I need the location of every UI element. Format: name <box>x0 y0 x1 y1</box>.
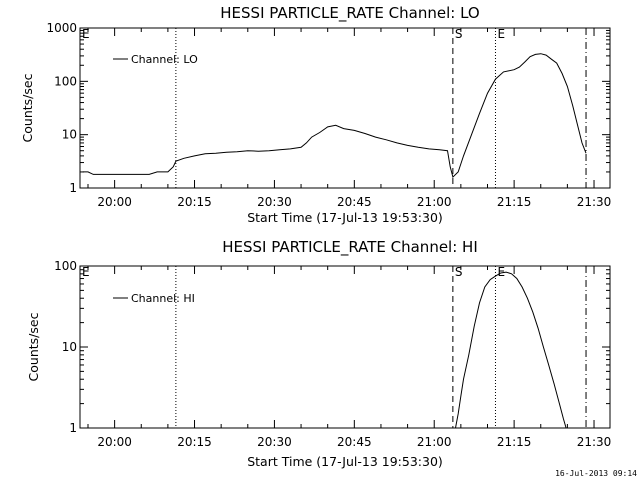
axis-ticks-hi: 20:00 20:15 20:30 20:45 21:00 21:15 21:30 1 10 10… <box>54 259 611 449</box>
x-tick-label: 21:30 <box>577 435 612 449</box>
y-tick-label: 1 <box>69 181 77 195</box>
event-marker-label: E <box>497 265 505 279</box>
y-tick-label: 1 <box>69 421 77 435</box>
x-tick-label: 20:45 <box>337 195 372 209</box>
x-tick-label: 21:00 <box>417 435 452 449</box>
y-tick-label: 10 <box>62 340 77 354</box>
y-axis-label-lo: Counts/sec <box>20 73 35 142</box>
chart-title-lo: HESSI PARTICLE_RATE Channel: LO <box>220 4 479 23</box>
x-tick-label: 20:15 <box>177 195 212 209</box>
x-tick-label: 20:15 <box>177 435 212 449</box>
x-axis-label-lo: Start Time (17-Jul-13 19:53:30) <box>247 210 443 225</box>
chart-title-hi: HESSI PARTICLE_RATE Channel: HI <box>222 238 478 257</box>
y-tick-label: 100 <box>54 259 77 273</box>
event-marker-label: S <box>455 27 463 41</box>
x-tick-label: 21:15 <box>497 435 532 449</box>
x-axis-label-hi: Start Time (17-Jul-13 19:53:30) <box>247 454 443 469</box>
x-tick-label: 21:15 <box>497 195 532 209</box>
y-axis-label-hi: Counts/sec <box>26 312 41 381</box>
x-tick-label: 21:00 <box>417 195 452 209</box>
x-tick-label: 20:45 <box>337 435 372 449</box>
x-tick-label: 20:00 <box>97 195 132 209</box>
x-tick-label: 20:30 <box>257 435 292 449</box>
series-line-hi <box>455 271 567 429</box>
event-marker-label: E <box>497 27 505 41</box>
panel-hi: HESSI PARTICLE_RATE Channel: HI 20:00 20:… <box>26 238 611 469</box>
corner-label-lo: E <box>82 27 90 41</box>
legend-label-hi: Channel: HI <box>131 292 195 305</box>
y-tick-label: 1000 <box>46 21 77 35</box>
corner-label-hi: E <box>82 265 90 279</box>
x-tick-label: 20:00 <box>97 435 132 449</box>
x-tick-label: 21:30 <box>577 195 612 209</box>
axis-ticks-lo: 20:00 20:15 20:30 20:45 21:00 21:15 21:30 1 10 10… <box>46 21 611 209</box>
legend-label-lo: Channel: LO <box>131 53 198 66</box>
panel-lo: HESSI PARTICLE_RATE Channel: LO 20:00 20:… <box>20 4 611 225</box>
plot-frame-hi <box>79 265 611 429</box>
footer-timestamp: 16-Jul-2013 09:14 <box>555 469 637 478</box>
y-tick-label: 10 <box>62 128 77 142</box>
y-tick-label: 100 <box>54 74 77 88</box>
plot-frame-lo <box>79 27 611 189</box>
x-tick-label: 20:30 <box>257 195 292 209</box>
series-line-lo <box>82 53 587 179</box>
event-marker-label: S <box>455 265 463 279</box>
